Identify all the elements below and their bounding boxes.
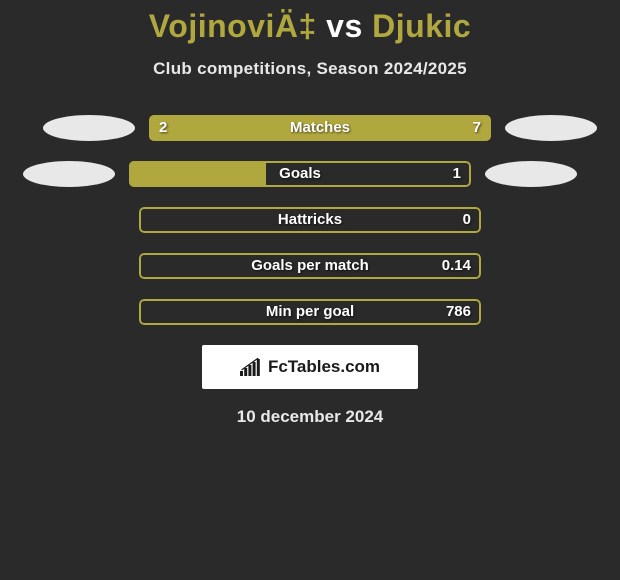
stat-label: Matches [149, 115, 491, 141]
value-right: 1 [453, 161, 461, 187]
player1-name: VojinoviÄ‡ [149, 8, 317, 44]
stat-row: 2Matches7 [0, 115, 620, 141]
player1-badge [43, 115, 135, 141]
date-text: 10 december 2024 [0, 407, 620, 427]
bar-chart-icon [240, 358, 262, 376]
logo-text: FcTables.com [268, 357, 380, 377]
value-right: 7 [473, 115, 481, 141]
value-right: 786 [446, 299, 471, 325]
stat-bar: Goals per match0.14 [139, 253, 481, 279]
stat-row: Goals1 [0, 161, 620, 187]
stat-bar: Hattricks0 [139, 207, 481, 233]
page-title: VojinoviÄ‡ vs Djukic [0, 8, 620, 45]
stat-label: Min per goal [139, 299, 481, 325]
stat-row: Min per goal786 [0, 299, 620, 325]
player2-badge [505, 115, 597, 141]
player2-name: Djukic [372, 8, 471, 44]
stat-rows: 2Matches7 Goals1 Hattricks0 Goals per match… [0, 115, 620, 325]
value-right: 0.14 [442, 253, 471, 279]
stat-label: Goals per match [139, 253, 481, 279]
player1-badge [23, 161, 115, 187]
comparison-widget: VojinoviÄ‡ vs Djukic Club competitions, … [0, 0, 620, 427]
value-right: 0 [463, 207, 471, 233]
stat-row: Hattricks0 [0, 207, 620, 233]
stat-bar: 2Matches7 [149, 115, 491, 141]
vs-text: vs [326, 8, 363, 44]
stat-bar: Min per goal786 [139, 299, 481, 325]
subtitle: Club competitions, Season 2024/2025 [0, 59, 620, 79]
logo-inner: FcTables.com [240, 357, 380, 377]
stat-row: Goals per match0.14 [0, 253, 620, 279]
player2-badge [485, 161, 577, 187]
stat-label: Goals [129, 161, 471, 187]
stat-bar: Goals1 [129, 161, 471, 187]
logo-box[interactable]: FcTables.com [202, 345, 418, 389]
stat-label: Hattricks [139, 207, 481, 233]
